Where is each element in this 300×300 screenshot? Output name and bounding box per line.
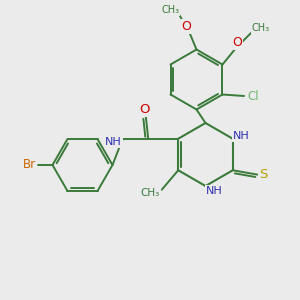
Text: O: O [182,20,191,33]
Text: CH₃: CH₃ [161,5,179,15]
Text: CH₃: CH₃ [141,188,160,198]
Text: NH: NH [206,185,222,196]
Text: NH: NH [233,131,250,141]
Text: S: S [260,168,268,181]
Text: O: O [232,36,242,49]
Text: NH: NH [105,137,122,147]
Text: O: O [140,103,150,116]
Text: Br: Br [22,158,36,172]
Text: CH₃: CH₃ [252,23,270,33]
Text: Cl: Cl [248,89,260,103]
